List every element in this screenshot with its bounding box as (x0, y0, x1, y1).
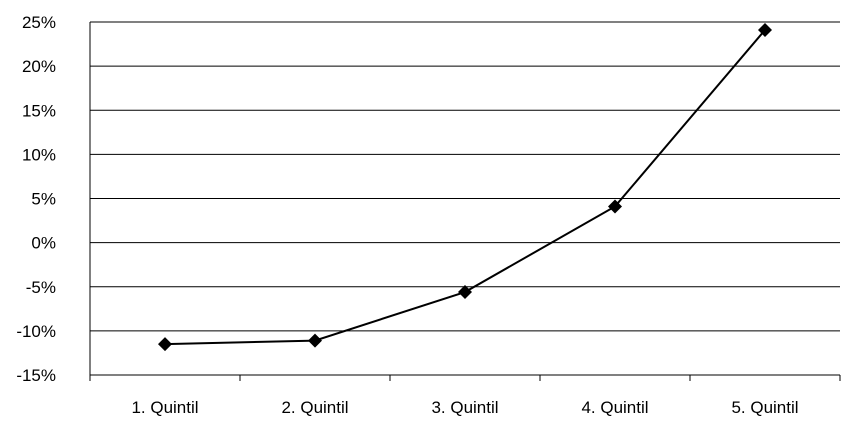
x-category-label: 2. Quintil (281, 398, 348, 417)
y-tick-label: 20% (22, 57, 56, 76)
gridlines (90, 21, 840, 376)
y-tick-label: -15% (16, 366, 56, 385)
y-tick-label: 0% (31, 234, 56, 253)
x-axis: 1. Quintil 2. Quintil 3. Quintil 4. Quintil… (89, 375, 841, 417)
series (158, 22, 772, 352)
data-point-marker (308, 333, 322, 348)
data-point-marker (758, 22, 772, 37)
y-tick-label: -5% (26, 278, 56, 297)
x-category-label: 3. Quintil (431, 398, 498, 417)
data-point-marker (158, 337, 172, 352)
y-tick-label: 10% (22, 145, 56, 164)
x-category-label: 5. Quintil (731, 398, 798, 417)
y-tick-label: 5% (31, 190, 56, 209)
x-category-label: 4. Quintil (581, 398, 648, 417)
y-tick-label: 15% (22, 101, 56, 120)
y-tick-label: 25% (22, 13, 56, 32)
x-category-label: 1. Quintil (131, 398, 198, 417)
y-axis: -15% -10% -5% 0% 5% 10% 15% 20% 25% (16, 13, 91, 385)
data-point-marker (458, 285, 472, 300)
data-point-marker (608, 199, 622, 214)
y-tick-label: -10% (16, 322, 56, 341)
